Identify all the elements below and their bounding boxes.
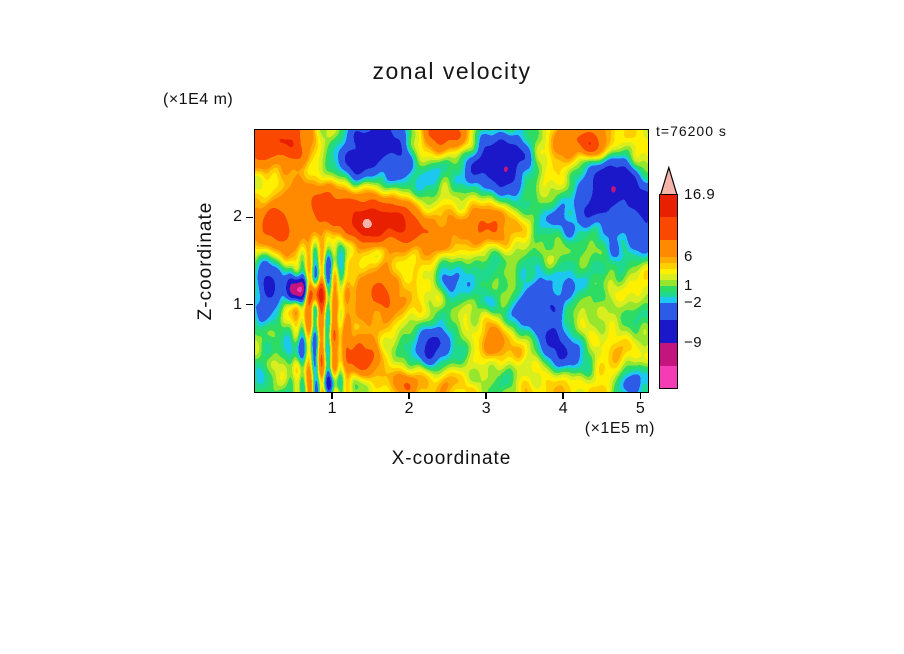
colorbar-label: 6 — [684, 248, 693, 266]
colorbar-segment — [660, 262, 677, 270]
colorbar-segment — [660, 280, 677, 287]
colorbar-segment — [660, 285, 677, 292]
colorbar-segment — [660, 217, 677, 241]
chart-title: zonal velocity — [372, 58, 532, 84]
colorbar-label: 16.9 — [684, 186, 716, 203]
colorbar-segment — [660, 302, 677, 321]
x-tick-mark — [639, 392, 642, 399]
x-axis-unit-label: (×1E5 m) — [584, 420, 655, 437]
z-tick-mark — [246, 303, 253, 306]
x-tick-label: 2 — [404, 400, 414, 417]
colorbar-segment — [660, 320, 677, 344]
x-tick-mark — [562, 392, 564, 399]
x-axis-title: X-coordinate — [391, 448, 512, 469]
colorbar-segment — [660, 274, 677, 281]
z-tick-mark — [246, 216, 253, 219]
y-axis-unit-label: (×1E4 m) — [163, 91, 234, 108]
x-tick-label: 1 — [327, 400, 337, 417]
colorbar-segment — [660, 268, 677, 275]
x-tick-mark — [331, 392, 333, 399]
colorbar-label: −9 — [684, 333, 703, 351]
x-tick-mark — [485, 392, 487, 399]
heatmap-canvas — [254, 129, 648, 392]
colorbar-bar — [659, 194, 678, 389]
x-tick-label: 4 — [558, 400, 568, 417]
heatmap-plot-frame — [253, 128, 649, 393]
time-annotation: t=76200 s — [656, 123, 727, 139]
colorbar-segment — [660, 365, 677, 389]
colorbar-label: 1 — [684, 276, 693, 294]
colorbar-segment — [660, 240, 677, 258]
colorbar-segment — [660, 257, 677, 264]
colorbar-overflow-arrow-icon — [659, 166, 679, 197]
colorbar-segment — [660, 195, 677, 218]
colorbar-label: −2 — [684, 293, 703, 311]
x-tick-label: 3 — [481, 400, 491, 417]
y-axis-title: Z-coordinate — [195, 201, 216, 321]
x-tick-mark — [408, 392, 410, 399]
x-tick-label: 5 — [635, 400, 645, 417]
colorbar-segment — [660, 342, 677, 367]
colorbar: 16.9 6 1 −2 −9 — [659, 166, 759, 406]
colorbar-segment — [660, 291, 677, 298]
colorbar-segment — [660, 297, 677, 304]
